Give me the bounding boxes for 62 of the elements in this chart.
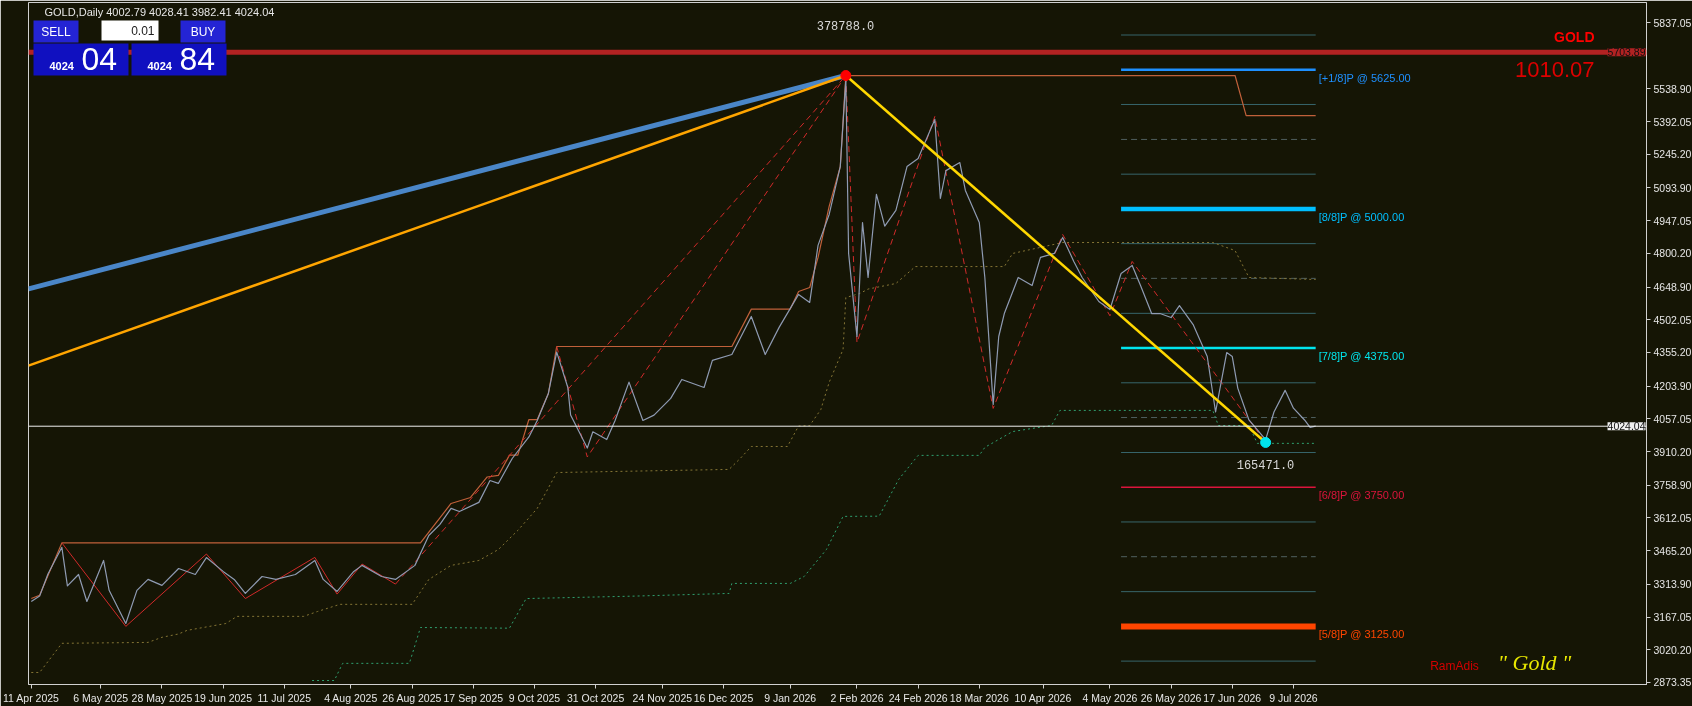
series-label: [8/8]P @ 5000.00 [1318, 210, 1405, 223]
x-tick-label: 24 Feb 2026 [888, 691, 948, 704]
annotation: 378788.0 [816, 20, 875, 34]
y-tick-label: 5093.90 [1653, 182, 1692, 194]
y-tick-label: 3167.05 [1653, 611, 1692, 624]
ref-line-label: 4024.04 [1607, 420, 1646, 433]
ref-line-label: 5703.89 [1607, 46, 1646, 59]
x-tick-label: 18 Mar 2026 [949, 691, 1009, 704]
series-label: [7/8]P @ 4375.00 [1318, 350, 1405, 363]
x-tick-label: 24 Nov 2025 [632, 691, 693, 704]
x-tick-label: 4 May 2026 [1082, 691, 1138, 704]
y-tick-label: 3758.90 [1653, 479, 1692, 492]
y-tick-label: 4502.05 [1653, 313, 1692, 326]
y-tick-label: 3910.20 [1653, 445, 1692, 458]
x-tick-label: 26 Aug 2025 [382, 691, 442, 704]
annotation: 04 [81, 40, 118, 77]
y-tick-label: 4648.90 [1653, 281, 1692, 294]
x-tick-label: 28 May 2025 [131, 691, 193, 704]
annotation: 4024 [49, 59, 75, 72]
y-tick-label: 5837.05 [1653, 16, 1692, 29]
y-tick-label: 3313.90 [1653, 578, 1692, 591]
series-label: [+1/8]P @ 5625.00 [1318, 71, 1411, 84]
y-tick-label: 4947.05 [1653, 214, 1692, 227]
y-tick-label: 5392.05 [1653, 115, 1692, 128]
y-tick-label: 2873.35 [1653, 676, 1692, 689]
x-tick-label: 17 Jun 2026 [1203, 691, 1262, 704]
series-label: [6/8]P @ 3750.00 [1318, 489, 1405, 502]
annotation: 4024 [147, 59, 173, 72]
y-tick-label: 4355.20 [1653, 346, 1692, 359]
annotation: 165471.0 [1236, 459, 1295, 473]
x-tick-label: 2 Feb 2026 [830, 691, 884, 704]
x-tick-label: 9 Jul 2026 [1269, 691, 1318, 704]
x-tick-label: 16 Dec 2025 [693, 691, 754, 704]
y-tick-label: 3612.05 [1653, 511, 1692, 524]
annotation: " Gold " [1497, 650, 1572, 675]
annotation: 0.01 [131, 24, 155, 38]
x-tick-label: 11 Jul 2025 [257, 691, 312, 704]
annotation: SELL [41, 24, 71, 39]
x-tick-label: 6 May 2025 [73, 691, 129, 704]
x-tick-label: 4 Aug 2025 [324, 691, 378, 704]
annotation: GOLD [1554, 28, 1595, 45]
chart-title: GOLD,Daily 4002.79 4028.41 3982.41 4024.04 [44, 5, 275, 18]
y-tick-label: 5538.90 [1653, 82, 1692, 95]
y-tick-label: 4203.90 [1653, 380, 1692, 393]
y-tick-label: 3020.20 [1653, 643, 1692, 656]
annotation: BUY [190, 24, 216, 39]
y-tick-label: 4800.20 [1653, 247, 1692, 260]
x-tick-label: 10 Apr 2026 [1014, 691, 1072, 704]
x-tick-label: 31 Oct 2025 [567, 691, 625, 704]
y-tick-label: 3465.20 [1653, 544, 1692, 557]
x-tick-label: 9 Oct 2025 [508, 691, 561, 704]
x-tick-label: 19 Jun 2025 [194, 691, 253, 704]
annotation: 1010.07 [1514, 57, 1595, 82]
x-tick-label: 17 Sep 2025 [443, 691, 504, 704]
series-label: [5/8]P @ 3125.00 [1318, 628, 1405, 641]
x-tick-label: 26 May 2026 [1140, 691, 1202, 704]
y-tick-label: 4057.05 [1653, 412, 1692, 425]
y-tick-label: 5245.20 [1653, 148, 1692, 161]
x-tick-label: 9 Jan 2026 [764, 691, 817, 704]
annotation: 84 [179, 40, 216, 77]
x-tick-label: 11 Apr 2025 [3, 691, 60, 704]
annotation: RamAdis [1430, 658, 1479, 673]
